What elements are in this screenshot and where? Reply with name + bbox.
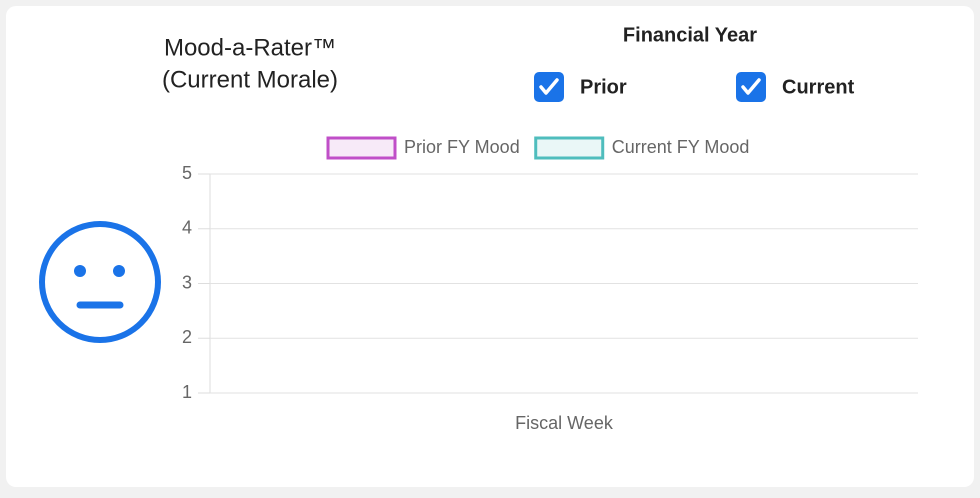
checkbox-label[interactable]: Prior: [580, 76, 627, 98]
checkbox[interactable]: Prior: [534, 72, 627, 102]
y-tick-label: 1: [182, 382, 192, 402]
checkbox[interactable]: Current: [736, 72, 855, 102]
face: [39, 221, 161, 343]
check-mark: [741, 78, 761, 95]
y-tick-label: 5: [182, 163, 192, 183]
eye: [113, 265, 125, 277]
y-tick-label: 2: [182, 327, 192, 347]
card: [6, 6, 974, 487]
eye: [74, 265, 86, 277]
mood-icon: [39, 221, 161, 343]
checkbox-label[interactable]: Current: [782, 76, 855, 98]
legend-label: Prior FY Mood: [404, 137, 520, 157]
legend-swatch: [534, 136, 605, 160]
legend-label: Current FY Mood: [612, 137, 750, 157]
widget-title: Mood-a-Rater™: [164, 34, 336, 61]
widget-subtitle: (Current Morale): [162, 66, 338, 93]
y-tick-label: 3: [182, 272, 192, 292]
check-mark: [539, 78, 559, 95]
x-axis-label: Fiscal Week: [515, 413, 614, 433]
filter-title: Financial Year: [623, 24, 757, 46]
y-tick-label: 4: [182, 218, 192, 238]
legend-swatch: [326, 136, 397, 160]
